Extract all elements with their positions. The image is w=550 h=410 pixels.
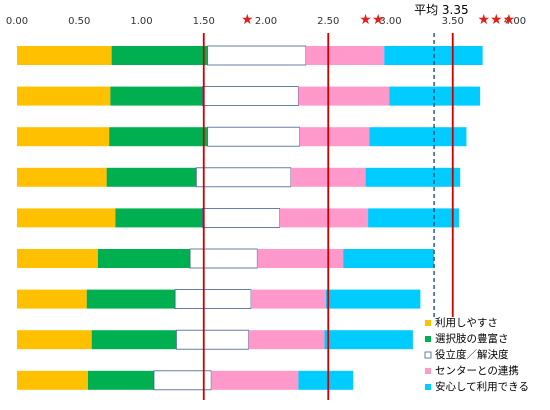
legend-swatch [425,368,431,374]
bar-row [17,329,413,350]
bar-segment-series-2 [106,167,197,187]
legend-label: センターとの連携 [435,364,519,377]
x-tick-label: 0.50 [68,16,90,27]
bar-segment-series-3 [195,167,292,188]
x-tick-label: 1.50 [193,16,215,27]
bar-segment-series-5 [369,127,467,147]
bar-segment-series-2 [91,330,177,350]
star-rating-mark: ★★ [359,12,384,28]
bar-segment-series-1 [17,249,98,268]
bar-segment-series-1 [17,167,107,187]
legend-background [421,317,543,403]
bar-segment-series-1 [17,208,116,228]
x-tick-label: 2.50 [317,16,339,27]
bar-area [17,45,483,391]
x-tick-label: 1.00 [130,16,152,27]
bar-segment-series-2 [110,86,203,106]
x-tick-label: 0.00 [6,16,28,27]
star-rating-mark: ★ [241,12,254,28]
bar-segment-series-2 [87,370,154,390]
legend-item: 選択肢の豊富さ [425,332,509,345]
legend-item: 安心して利用できる [425,380,529,393]
bar-row [17,86,481,106]
average-label: 平均 3.35 [414,3,469,17]
annotations: 平均 3.35 ★ ★★ ★★★ [241,3,515,28]
x-axis-ticks: 0.00 0.50 1.00 1.50 2.00 2.50 3.00 3.50 4.00 [6,16,526,27]
legend-swatch [425,320,431,326]
bar-segment-series-1 [17,289,87,309]
bar-segment-series-2 [109,127,208,147]
legend-item: 役立度／解決度 [424,348,509,361]
bar-segment-series-1 [17,330,92,350]
x-tick-label: 3.00 [379,16,401,27]
legend-label: 利用しやすさ [435,317,498,329]
bar-segment-series-1 [17,86,111,106]
bar-row [17,167,461,188]
star-rating-mark: ★★★ [477,12,515,28]
legend-swatch [424,351,432,359]
bar-segment-series-3 [207,126,301,147]
bar-segment-series-4 [299,127,370,147]
bar-segment-series-5 [368,208,459,228]
bar-segment-series-5 [365,167,461,187]
legend-label: 選択肢の豊富さ [435,332,509,345]
bar-row [17,289,421,310]
legend-item: センターとの連携 [425,364,519,377]
bar-row [17,370,354,391]
bar-segment-series-4 [298,86,390,106]
bar-segment-series-5 [298,370,354,390]
bar-segment-series-4 [211,370,299,390]
bar-segment-series-3 [153,370,212,391]
legend-label: 安心して利用できる [435,380,529,393]
bar-segment-series-2 [111,46,208,65]
bar-segment-series-2 [97,249,191,268]
bar-segment-series-1 [17,46,112,65]
bar-segment-series-5 [343,249,435,268]
bar-row [17,207,459,228]
bar-segment-series-3 [174,289,252,310]
x-tick-label: 3.50 [442,16,464,27]
bar-segment-series-4 [251,289,326,309]
bar-row [17,126,467,147]
bar-segment-series-5 [324,330,413,350]
legend-item: 利用しやすさ [425,317,498,329]
bar-segment-series-3 [189,248,258,269]
bar-segment-series-4 [248,330,325,350]
bar-segment-series-4 [257,249,344,268]
bar-segment-series-2 [86,289,176,309]
x-tick-label: 4.00 [504,16,526,27]
bar-segment-series-3 [202,86,299,106]
legend-swatch [425,384,431,390]
bar-segment-series-3 [175,329,249,350]
bar-segment-series-4 [305,46,385,65]
bar-segment-series-5 [325,289,421,309]
bar-segment-series-3 [202,207,281,228]
x-tick-label: 2.00 [255,16,277,27]
legend-label: 役立度／解決度 [435,348,509,361]
bar-segment-series-4 [279,208,369,228]
bar-segment-series-1 [17,127,110,147]
bar-segment-series-2 [115,208,203,228]
bar-row [17,45,483,66]
legend-swatch [425,336,431,342]
bar-row [17,248,435,269]
bar-segment-series-1 [17,370,88,390]
bar-segment-series-3 [207,45,307,66]
